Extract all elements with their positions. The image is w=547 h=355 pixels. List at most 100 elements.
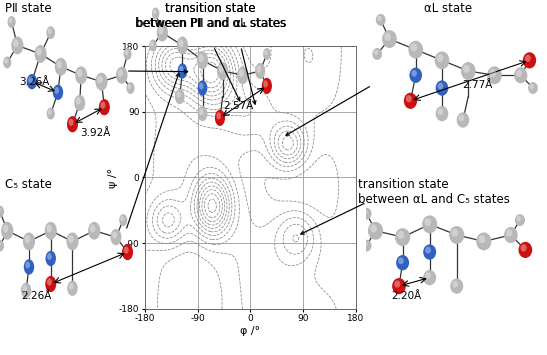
Circle shape	[36, 48, 42, 56]
Circle shape	[217, 112, 221, 120]
Circle shape	[438, 83, 443, 89]
Circle shape	[411, 43, 417, 51]
Circle shape	[263, 48, 271, 60]
Circle shape	[25, 262, 30, 268]
Circle shape	[46, 224, 52, 233]
Circle shape	[519, 242, 532, 258]
Circle shape	[47, 278, 52, 286]
Circle shape	[373, 48, 382, 60]
Circle shape	[179, 66, 183, 72]
Circle shape	[21, 283, 31, 298]
Circle shape	[422, 215, 437, 233]
Circle shape	[122, 244, 133, 260]
Circle shape	[177, 37, 188, 54]
Circle shape	[521, 244, 527, 252]
Circle shape	[68, 119, 74, 126]
Circle shape	[57, 60, 62, 69]
Circle shape	[13, 39, 19, 47]
Text: 2.20Å: 2.20Å	[391, 291, 421, 301]
Circle shape	[516, 216, 521, 221]
Circle shape	[406, 95, 412, 103]
Text: C₅ state: C₅ state	[5, 178, 53, 191]
Circle shape	[4, 58, 8, 64]
Circle shape	[525, 55, 531, 62]
Circle shape	[0, 206, 4, 218]
Circle shape	[264, 50, 267, 55]
Circle shape	[101, 102, 106, 109]
Circle shape	[8, 16, 16, 28]
Circle shape	[68, 235, 74, 243]
Circle shape	[424, 218, 431, 226]
Circle shape	[363, 241, 368, 247]
Circle shape	[487, 66, 502, 84]
Circle shape	[437, 54, 444, 62]
Circle shape	[239, 69, 244, 77]
Circle shape	[150, 41, 154, 47]
Circle shape	[159, 26, 164, 34]
Text: 3.92Å: 3.92Å	[80, 128, 110, 138]
Circle shape	[46, 26, 55, 39]
Circle shape	[178, 39, 184, 47]
Circle shape	[199, 83, 203, 89]
Circle shape	[385, 33, 391, 41]
Circle shape	[199, 108, 203, 115]
Circle shape	[528, 82, 538, 94]
Circle shape	[392, 278, 406, 294]
Circle shape	[0, 207, 1, 213]
Circle shape	[199, 54, 203, 62]
Circle shape	[45, 251, 56, 266]
Circle shape	[395, 228, 410, 246]
Circle shape	[262, 78, 272, 94]
Circle shape	[449, 226, 464, 244]
Circle shape	[152, 7, 159, 20]
Circle shape	[1, 222, 13, 240]
Circle shape	[362, 208, 371, 220]
Circle shape	[451, 229, 458, 237]
Circle shape	[127, 84, 131, 89]
Circle shape	[48, 109, 51, 115]
Circle shape	[458, 115, 464, 121]
Circle shape	[46, 108, 55, 120]
Circle shape	[45, 276, 56, 292]
Circle shape	[197, 106, 207, 121]
Circle shape	[25, 235, 30, 243]
Circle shape	[219, 65, 224, 73]
Circle shape	[382, 30, 397, 48]
Circle shape	[125, 50, 129, 55]
Circle shape	[457, 112, 469, 128]
Circle shape	[99, 99, 110, 115]
Circle shape	[409, 67, 422, 83]
Circle shape	[69, 283, 73, 290]
Circle shape	[368, 222, 383, 240]
Circle shape	[463, 65, 470, 73]
Circle shape	[156, 24, 168, 42]
Circle shape	[398, 257, 404, 264]
Circle shape	[124, 48, 132, 60]
Circle shape	[34, 45, 46, 63]
Circle shape	[257, 65, 261, 73]
Circle shape	[197, 80, 207, 96]
X-axis label: φ /°: φ /°	[240, 326, 260, 336]
Circle shape	[24, 259, 34, 275]
Circle shape	[435, 51, 449, 69]
Text: transition state
between PⅡ and αL states: transition state between PⅡ and αL state…	[135, 2, 287, 30]
Circle shape	[452, 281, 458, 288]
Circle shape	[362, 240, 371, 252]
Circle shape	[176, 91, 181, 98]
Circle shape	[28, 76, 33, 83]
Circle shape	[55, 58, 67, 76]
Circle shape	[149, 39, 156, 51]
Circle shape	[435, 80, 449, 96]
Circle shape	[479, 235, 485, 243]
Circle shape	[237, 66, 248, 84]
Circle shape	[504, 227, 518, 243]
Circle shape	[75, 66, 88, 84]
Circle shape	[438, 108, 443, 115]
Circle shape	[370, 224, 377, 233]
Circle shape	[97, 75, 103, 83]
Circle shape	[3, 56, 11, 69]
Circle shape	[88, 222, 100, 240]
Circle shape	[47, 253, 52, 260]
Text: αL state: αL state	[424, 2, 472, 15]
Circle shape	[515, 214, 525, 226]
